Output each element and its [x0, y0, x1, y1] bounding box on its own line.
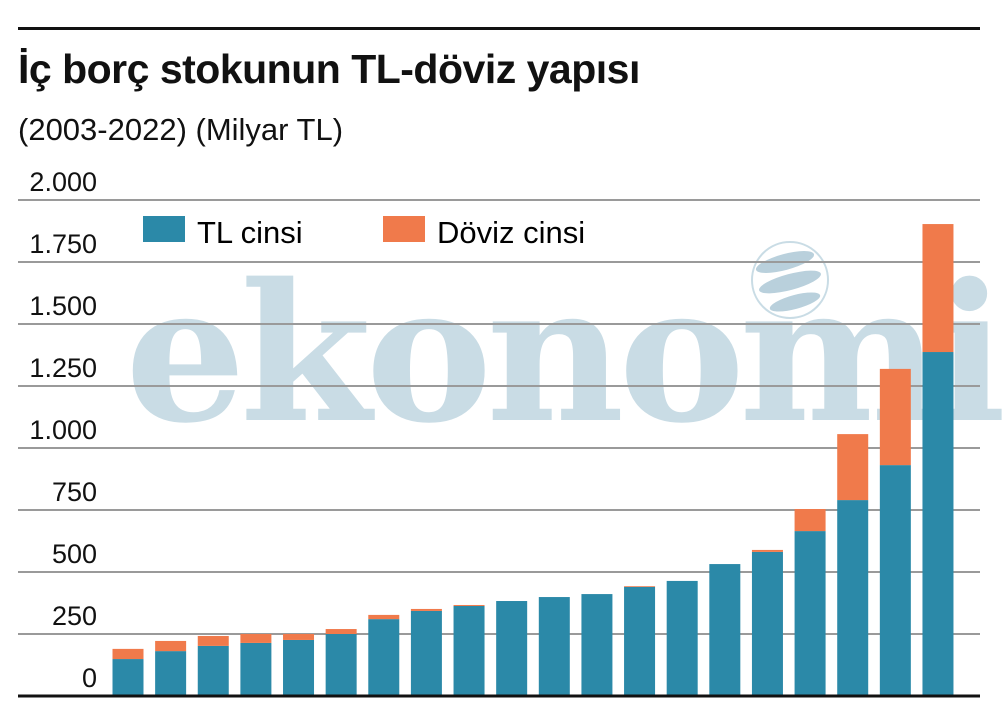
bar-tl-2011 [453, 605, 485, 696]
y-tick-label: 1.500 [29, 291, 97, 321]
bar-doviz-2007 [283, 634, 315, 640]
bar-tl-2022 [922, 352, 954, 696]
legend-swatch-tl [143, 216, 185, 242]
chart-title: İç borç stokunun TL-döviz yapısı [18, 46, 640, 92]
y-tick-label: 0 [82, 663, 97, 693]
bar-doviz-2008 [325, 629, 357, 634]
legend-label-doviz: Döviz cinsi [437, 215, 585, 250]
bar-tl-2016 [666, 580, 698, 696]
bar-doviz-2011 [453, 604, 485, 606]
bar-tl-2015 [624, 586, 656, 696]
watermark-logo: ekonomi [125, 242, 1002, 465]
bar-doviz-2022 [922, 224, 954, 353]
bar-doviz-2010 [410, 608, 442, 611]
bar-doviz-2003 [112, 648, 144, 660]
y-tick-label: 750 [52, 477, 97, 507]
y-tick-label: 1.250 [29, 353, 97, 383]
bar-tl-2007 [283, 639, 315, 696]
bar-tl-2020 [837, 500, 869, 696]
bar-tl-2003 [112, 659, 144, 696]
bar-tl-2012 [496, 601, 528, 696]
bar-doviz-2019 [794, 509, 826, 532]
bar-doviz-2005 [197, 635, 229, 646]
y-tick-label: 500 [52, 539, 97, 569]
bar-doviz-2015 [624, 586, 656, 587]
top-rule [18, 27, 980, 30]
bar-tl-2009 [368, 619, 400, 696]
bar-doviz-2021 [879, 368, 911, 466]
chart-subtitle: (2003-2022) (Milyar TL) [18, 112, 344, 147]
bar-tl-2018 [751, 551, 783, 696]
bar-tl-2010 [410, 610, 442, 696]
y-tick-label: 1.000 [29, 415, 97, 445]
bar-tl-2017 [709, 564, 741, 696]
bar-doviz-2018 [751, 549, 783, 552]
bar-tl-2006 [240, 642, 272, 696]
bar-tl-2005 [197, 645, 229, 696]
y-tick-label: 2.000 [29, 167, 97, 197]
bar-doviz-2009 [368, 614, 400, 620]
bar-tl-2021 [879, 465, 911, 696]
bar-tl-2013 [538, 597, 570, 696]
bar-tl-2014 [581, 594, 613, 696]
bar-doviz-2020 [837, 434, 869, 501]
y-tick-label: 1.750 [29, 229, 97, 259]
legend-swatch-doviz [383, 216, 425, 242]
bar-tl-2004 [155, 651, 187, 696]
legend-label-tl: TL cinsi [197, 215, 303, 250]
bar-doviz-2004 [155, 640, 187, 652]
y-tick-label: 250 [52, 601, 97, 631]
bar-tl-2019 [794, 531, 826, 696]
bar-tl-2008 [325, 634, 357, 696]
bar-doviz-2006 [240, 634, 272, 643]
